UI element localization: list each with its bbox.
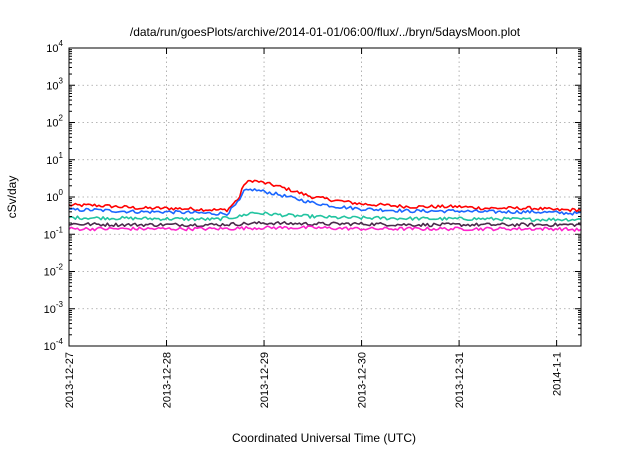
x-tick-label: 2013-12-28 — [162, 352, 174, 408]
series-line-1 — [68, 179, 582, 213]
x-tick-label: 2014-1-1 — [552, 352, 564, 396]
chart-title: /data/run/goesPlots/archive/2014-01-01/0… — [130, 25, 521, 39]
x-axis-label: Coordinated Universal Time (UTC) — [232, 431, 416, 445]
x-tick-label: 2013-12-30 — [357, 352, 369, 408]
x-tick-label: 2013-12-29 — [259, 352, 271, 408]
series-line-3 — [68, 211, 582, 222]
series-line-5 — [68, 225, 582, 232]
x-tick-label: 2013-12-27 — [64, 352, 76, 408]
x-tick-label: 2013-12-31 — [454, 352, 466, 408]
series-line-4 — [68, 220, 582, 228]
series-line-2 — [68, 188, 582, 216]
y-axis-label: cSv/day — [5, 176, 19, 219]
series-layer — [68, 179, 582, 232]
